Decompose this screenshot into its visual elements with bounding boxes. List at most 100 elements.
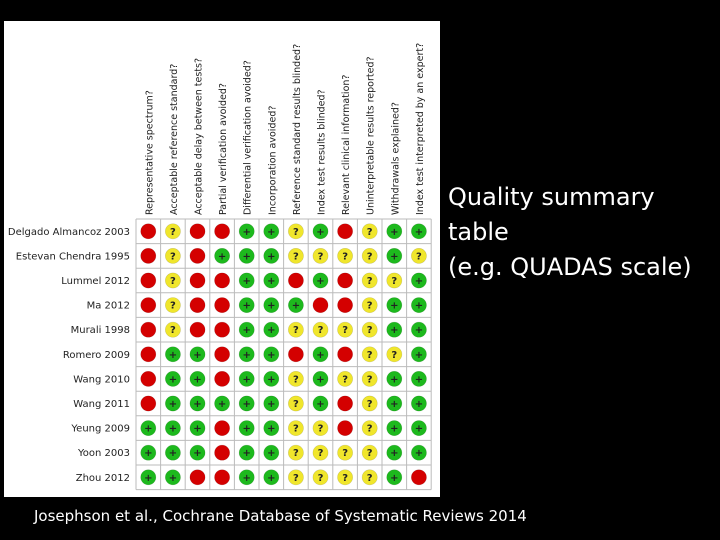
low-risk-mark: + [267, 325, 275, 336]
unclear-risk-mark: ? [318, 424, 324, 435]
risk-circle [263, 272, 280, 289]
unclear-risk-mark: ? [318, 448, 324, 459]
low-risk-mark: + [267, 424, 275, 435]
risk-circle [164, 272, 181, 289]
risk-circle [361, 444, 378, 461]
caption-line-1: Quality summary [448, 183, 655, 211]
question-header: Representative spectrum? [144, 90, 155, 215]
risk-circle [287, 444, 304, 461]
question-header: Relevant clinical information? [341, 75, 352, 215]
low-risk-mark: + [316, 399, 324, 410]
low-risk-mark: + [193, 350, 201, 361]
risk-circle [361, 223, 378, 240]
unclear-risk-mark: ? [367, 374, 373, 385]
unclear-risk-mark: ? [391, 350, 397, 361]
risk-circle [312, 395, 329, 412]
risk-circle [189, 297, 206, 313]
risk-circle [361, 272, 378, 289]
question-header: Partial verification avoided? [218, 83, 229, 215]
unclear-risk-mark: ? [416, 251, 422, 262]
risk-circle [361, 297, 378, 313]
risk-circle [238, 272, 255, 289]
low-risk-mark: + [218, 251, 226, 262]
citation: Josephson et al., Cochrane Database of S… [34, 507, 527, 525]
risk-circle [386, 272, 403, 289]
unclear-risk-mark: ? [367, 424, 373, 435]
risk-circle [337, 247, 353, 264]
risk-circle [164, 297, 181, 313]
risk-circle [238, 395, 255, 412]
unclear-risk-mark: ? [367, 473, 373, 484]
risk-circle [361, 395, 378, 412]
low-risk-mark: + [292, 301, 300, 312]
risk-circle [410, 247, 427, 264]
risk-circle [337, 444, 353, 461]
risk-circle [214, 223, 230, 240]
low-risk-mark: + [144, 473, 152, 484]
risk-circle [214, 297, 230, 313]
risk-circle [410, 272, 427, 289]
unclear-risk-mark: ? [318, 251, 324, 262]
low-risk-mark: + [316, 350, 324, 361]
risk-circle [140, 420, 157, 436]
low-risk-mark: + [316, 276, 324, 287]
question-header: Differential verification avoided? [243, 60, 254, 215]
risk-circle [189, 444, 206, 461]
low-risk-mark: + [267, 473, 275, 484]
risk-circle [164, 247, 181, 264]
risk-circle [164, 321, 181, 338]
low-risk-mark: + [243, 374, 251, 385]
low-risk-mark: + [243, 276, 251, 287]
low-risk-mark: + [390, 473, 398, 484]
risk-circle [337, 223, 353, 240]
risk-circle [287, 223, 304, 240]
risk-circle [189, 469, 206, 486]
risk-circle [263, 247, 280, 264]
risk-circle [337, 469, 353, 486]
risk-circle [214, 420, 230, 436]
low-risk-mark: + [415, 399, 423, 410]
low-risk-mark: + [243, 473, 251, 484]
low-risk-mark: + [169, 374, 177, 385]
low-risk-mark: + [243, 227, 251, 238]
unclear-risk-mark: ? [367, 350, 373, 361]
risk-circle [410, 370, 427, 387]
low-risk-mark: + [243, 301, 251, 312]
risk-circle [386, 370, 403, 387]
risk-circle [361, 247, 378, 264]
unclear-risk-mark: ? [391, 276, 397, 287]
unclear-risk-mark: ? [342, 473, 348, 484]
caption-line-2: table [448, 218, 509, 246]
unclear-risk-mark: ? [170, 227, 176, 238]
risk-circle [263, 297, 280, 313]
unclear-risk-mark: ? [170, 325, 176, 336]
question-header: Uninterpretable results reported? [366, 56, 377, 215]
low-risk-mark: + [243, 399, 251, 410]
risk-circle [263, 370, 280, 387]
low-risk-mark: + [415, 424, 423, 435]
low-risk-mark: + [243, 424, 251, 435]
low-risk-mark: + [415, 374, 423, 385]
risk-circle [312, 444, 329, 461]
risk-circle [214, 272, 230, 289]
low-risk-mark: + [390, 448, 398, 459]
unclear-risk-mark: ? [367, 227, 373, 238]
risk-circle [312, 469, 329, 486]
unclear-risk-mark: ? [293, 325, 299, 336]
risk-circle [386, 420, 403, 436]
risk-circle [410, 321, 427, 338]
risk-circle [287, 469, 304, 486]
risk-circle [214, 444, 230, 461]
risk-circle [263, 321, 280, 338]
low-risk-mark: + [390, 251, 398, 262]
low-risk-mark: + [267, 251, 275, 262]
risk-circle [287, 395, 304, 412]
risk-circle [287, 420, 304, 436]
low-risk-mark: + [267, 276, 275, 287]
unclear-risk-mark: ? [293, 448, 299, 459]
low-risk-mark: + [390, 227, 398, 238]
risk-circle [410, 346, 427, 363]
risk-circle [287, 370, 304, 387]
unclear-risk-mark: ? [367, 251, 373, 262]
risk-circle [410, 297, 427, 313]
